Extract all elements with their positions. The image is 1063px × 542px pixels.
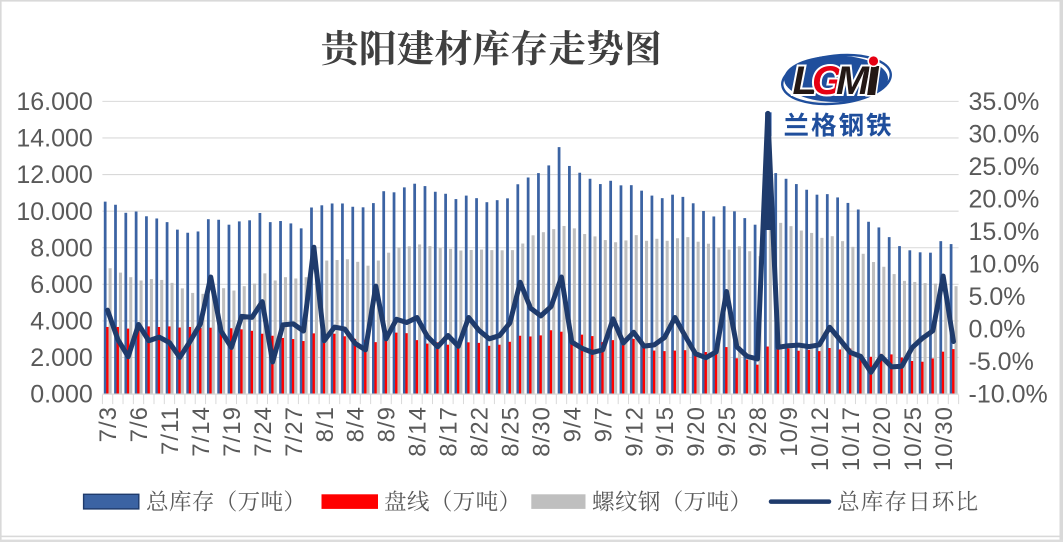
svg-text:8/1: 8/1 (312, 406, 339, 442)
svg-text:10.000: 10.000 (16, 198, 92, 226)
svg-text:7/3: 7/3 (95, 406, 122, 442)
svg-text:8.000: 8.000 (30, 234, 93, 262)
svg-text:16.000: 16.000 (16, 88, 92, 116)
svg-text:10/9: 10/9 (776, 406, 803, 457)
svg-text:0.000: 0.000 (30, 381, 93, 409)
svg-text:8/22: 8/22 (467, 406, 494, 457)
svg-text:10/30: 10/30 (931, 406, 958, 471)
svg-text:-5.0%: -5.0% (969, 348, 1034, 376)
svg-text:2.000: 2.000 (30, 344, 93, 372)
svg-text:G: G (812, 59, 843, 103)
svg-text:10/25: 10/25 (900, 406, 927, 471)
svg-text:9/25: 9/25 (714, 406, 741, 457)
svg-text:12.000: 12.000 (16, 161, 92, 189)
svg-text:-10.0%: -10.0% (969, 381, 1048, 409)
svg-text:M: M (836, 59, 871, 103)
svg-text:8/14: 8/14 (405, 406, 432, 457)
svg-text:6.000: 6.000 (30, 271, 93, 299)
svg-text:10/12: 10/12 (807, 406, 834, 471)
svg-text:14.000: 14.000 (16, 125, 92, 153)
svg-text:30.0%: 30.0% (969, 121, 1040, 149)
svg-text:9/15: 9/15 (652, 406, 679, 457)
svg-text:9/20: 9/20 (683, 406, 710, 457)
svg-text:8/9: 8/9 (374, 406, 401, 442)
svg-text:7/24: 7/24 (250, 406, 277, 457)
svg-text:8/17: 8/17 (436, 406, 463, 457)
svg-text:0.0%: 0.0% (969, 316, 1026, 344)
svg-text:4.000: 4.000 (30, 308, 93, 336)
svg-text:9/4: 9/4 (559, 406, 586, 442)
svg-text:7/14: 7/14 (188, 406, 215, 457)
svg-text:7/6: 7/6 (126, 406, 153, 442)
svg-text:35.0%: 35.0% (969, 88, 1040, 116)
svg-text:9/7: 9/7 (590, 406, 617, 442)
svg-text:15.0%: 15.0% (969, 218, 1040, 246)
svg-text:20.0%: 20.0% (969, 186, 1040, 214)
svg-text:7/27: 7/27 (281, 406, 308, 457)
svg-text:5.0%: 5.0% (969, 283, 1026, 311)
svg-text:7/19: 7/19 (219, 406, 246, 457)
svg-text:25.0%: 25.0% (969, 153, 1040, 181)
svg-text:10.0%: 10.0% (969, 251, 1040, 279)
svg-text:8/4: 8/4 (343, 406, 370, 442)
svg-text:7/11: 7/11 (157, 406, 184, 455)
svg-text:8/30: 8/30 (528, 406, 555, 457)
svg-text:9/28: 9/28 (745, 406, 772, 457)
svg-text:L: L (793, 59, 817, 103)
svg-text:9/12: 9/12 (621, 406, 648, 457)
svg-text:10/20: 10/20 (869, 406, 896, 471)
svg-text:10/17: 10/17 (838, 406, 865, 471)
svg-text:8/25: 8/25 (497, 406, 524, 457)
